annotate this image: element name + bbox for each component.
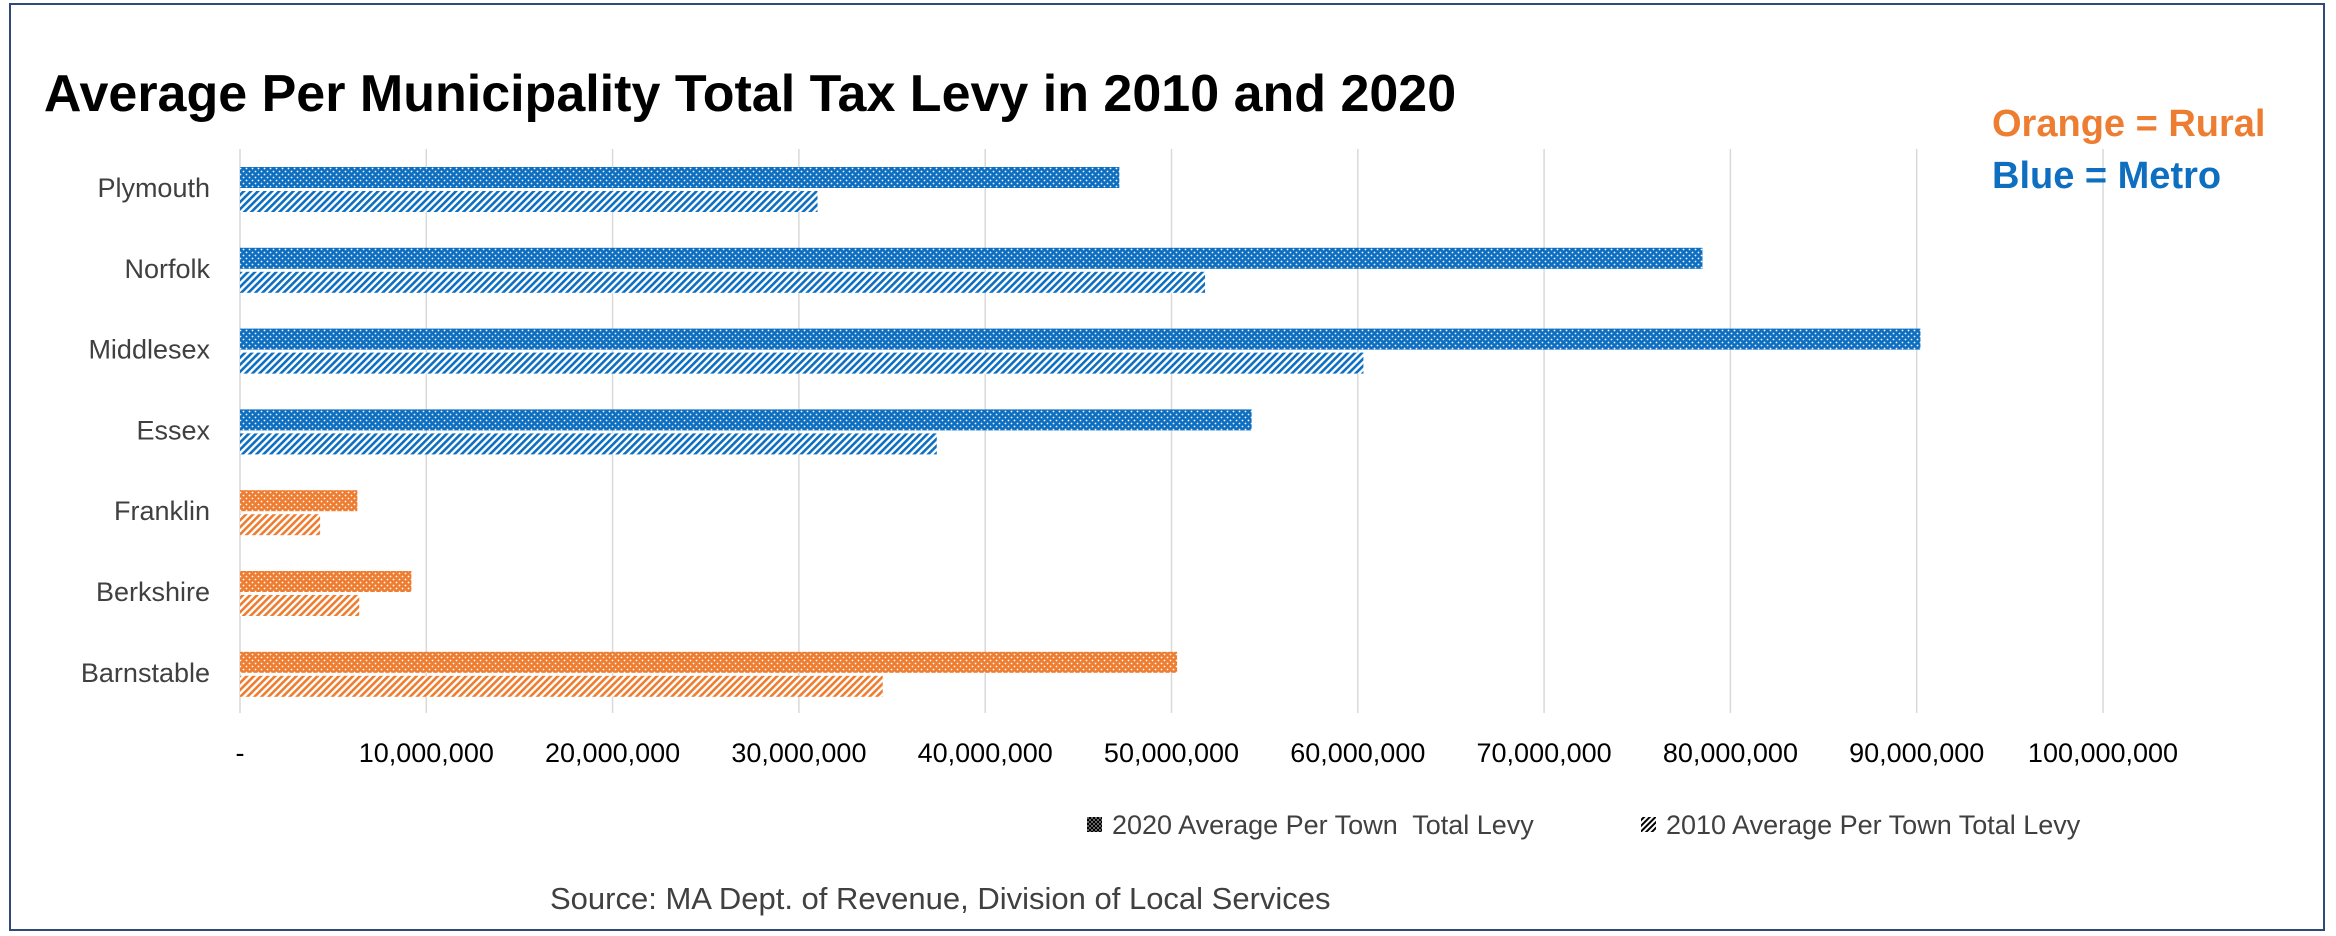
bar-2010-berkshire	[240, 595, 360, 616]
bar-2020-barnstable	[240, 651, 1178, 673]
bar-2020-berkshire	[240, 571, 412, 592]
metro-note: Blue = Metro	[1992, 155, 2221, 197]
bar-2020-middlesex	[240, 328, 1921, 350]
bars	[240, 167, 1921, 697]
category-label-franklin: Franklin	[114, 496, 210, 526]
bar-2020-norfolk	[240, 247, 1703, 269]
legend-swatch-2010	[1641, 817, 1656, 832]
category-label-norfolk: Norfolk	[124, 254, 210, 284]
legend-label: 2020 Average Per Town Total Levy	[1112, 810, 1534, 840]
bar-2020-essex	[240, 409, 1252, 431]
legend-swatch-2020	[1087, 817, 1102, 832]
x-tick-label: 80,000,000	[1663, 738, 1798, 768]
gridlines	[239, 149, 2104, 713]
x-tick-label: 20,000,000	[545, 738, 680, 768]
category-label-middlesex: Middlesex	[88, 335, 210, 365]
x-tick-label: 30,000,000	[731, 738, 866, 768]
x-tick-label: 10,000,000	[359, 738, 494, 768]
x-tick-label: 100,000,000	[2028, 738, 2178, 768]
bar-2010-barnstable	[240, 675, 883, 697]
x-tick-label: -	[236, 738, 245, 768]
bar-2010-middlesex	[240, 352, 1364, 374]
x-tick-labels: - 10,000,000 20,000,000 30,000,000 40,000,00…	[236, 738, 2179, 768]
legend: 2020 Average Per Town Total Levy 2010 Ave…	[1087, 810, 2081, 840]
source-note: Source: MA Dept. of Revenue, Division of…	[550, 881, 1331, 916]
bar-2020-plymouth	[240, 167, 1120, 188]
chart-title: Average Per Municipality Total Tax Levy …	[44, 65, 1456, 123]
x-tick-label: 40,000,000	[918, 738, 1053, 768]
category-label-berkshire: Berkshire	[96, 577, 210, 607]
category-label-barnstable: Barnstable	[81, 658, 210, 688]
legend-label: 2010 Average Per Town Total Levy	[1666, 810, 2081, 840]
bar-2010-norfolk	[240, 271, 1206, 293]
x-tick-label: 50,000,000	[1104, 738, 1239, 768]
bar-2010-franklin	[240, 514, 321, 536]
x-tick-label: 60,000,000	[1290, 738, 1425, 768]
category-label-essex: Essex	[136, 415, 210, 445]
category-label-plymouth: Plymouth	[97, 173, 210, 203]
rural-note: Orange = Rural	[1992, 103, 2265, 145]
bar-chart: Average Per Municipality Total Tax Levy …	[44, 65, 2266, 916]
bar-2010-plymouth	[240, 191, 818, 212]
category-labels: Plymouth Norfolk Middlesex Essex Franklin Ber…	[81, 173, 211, 688]
bar-2020-franklin	[240, 490, 358, 512]
chart-frame: Average Per Municipality Total Tax Levy …	[9, 3, 2325, 931]
bar-2010-essex	[240, 433, 937, 455]
x-tick-label: 90,000,000	[1849, 738, 1984, 768]
x-tick-label: 70,000,000	[1477, 738, 1612, 768]
